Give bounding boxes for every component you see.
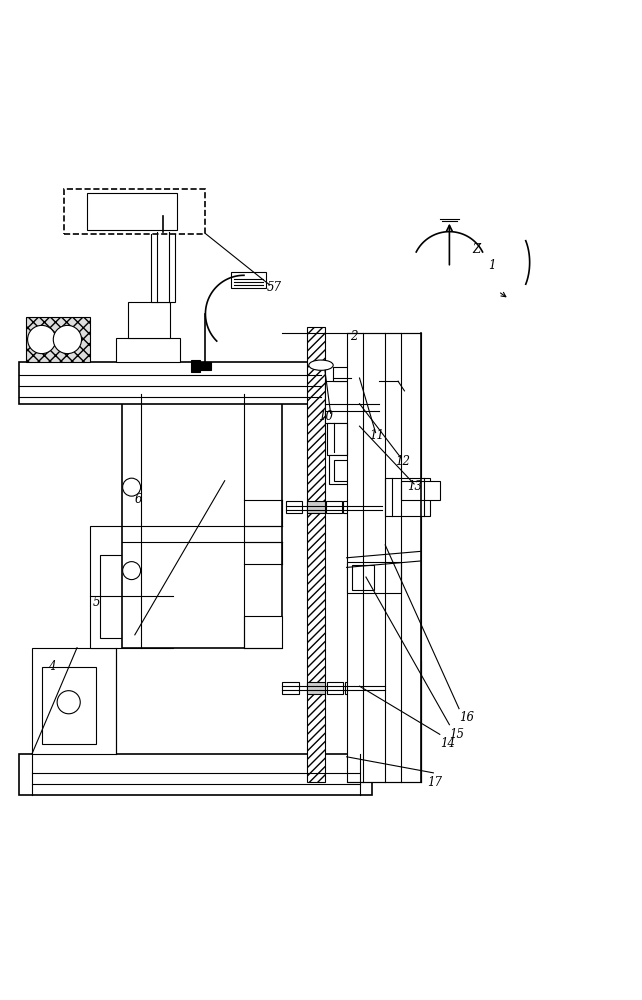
Circle shape bbox=[28, 325, 56, 354]
Bar bbox=[325, 381, 379, 423]
Bar bbox=[329, 455, 377, 484]
Bar bbox=[360, 682, 372, 694]
Bar bbox=[244, 616, 282, 648]
Bar bbox=[327, 423, 380, 455]
Bar bbox=[307, 501, 325, 513]
Text: 10: 10 bbox=[318, 410, 333, 423]
Bar bbox=[122, 394, 282, 648]
Bar bbox=[282, 682, 299, 694]
Bar bbox=[19, 362, 321, 404]
Circle shape bbox=[53, 325, 82, 354]
Text: 11: 11 bbox=[369, 429, 384, 442]
Text: 12: 12 bbox=[395, 455, 410, 468]
Text: Z: Z bbox=[472, 243, 480, 256]
Bar bbox=[42, 667, 96, 744]
Bar bbox=[345, 682, 358, 694]
Text: 6: 6 bbox=[135, 493, 143, 506]
Text: 17: 17 bbox=[427, 776, 442, 789]
Bar bbox=[374, 501, 382, 513]
Bar bbox=[199, 362, 211, 370]
Text: 5: 5 bbox=[93, 596, 101, 609]
Bar bbox=[352, 565, 374, 590]
Text: 15: 15 bbox=[449, 728, 464, 741]
Bar bbox=[347, 562, 401, 593]
Bar bbox=[358, 501, 371, 513]
Bar bbox=[128, 302, 170, 338]
Bar bbox=[307, 682, 325, 694]
Bar bbox=[286, 501, 302, 513]
Text: 4: 4 bbox=[48, 660, 56, 673]
Text: 13: 13 bbox=[408, 480, 422, 493]
Bar bbox=[151, 232, 175, 302]
Bar bbox=[64, 189, 205, 234]
Text: 14: 14 bbox=[440, 737, 455, 750]
Bar bbox=[231, 272, 266, 288]
Bar bbox=[326, 501, 342, 513]
Ellipse shape bbox=[309, 360, 333, 370]
Bar bbox=[385, 478, 430, 516]
Bar bbox=[116, 338, 180, 362]
Bar bbox=[307, 327, 325, 782]
Bar bbox=[333, 367, 352, 381]
Bar bbox=[191, 360, 200, 372]
Text: 57: 57 bbox=[266, 281, 281, 294]
Text: 16: 16 bbox=[459, 711, 474, 724]
Text: 1: 1 bbox=[488, 259, 496, 272]
Text: 2: 2 bbox=[350, 330, 358, 342]
Bar bbox=[347, 333, 421, 782]
Bar bbox=[334, 460, 372, 481]
Bar bbox=[26, 317, 90, 362]
Circle shape bbox=[123, 478, 141, 496]
Bar bbox=[343, 501, 356, 513]
Bar bbox=[100, 555, 157, 638]
Bar bbox=[19, 754, 372, 795]
Bar bbox=[87, 193, 177, 230]
Bar bbox=[32, 648, 116, 754]
Circle shape bbox=[57, 691, 80, 714]
Bar bbox=[401, 481, 440, 500]
Bar bbox=[90, 526, 173, 648]
Bar bbox=[327, 682, 343, 694]
Circle shape bbox=[123, 562, 141, 580]
